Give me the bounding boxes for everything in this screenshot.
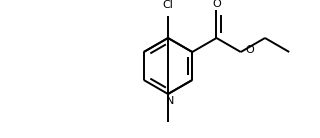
Text: O: O xyxy=(246,45,254,55)
Text: Cl: Cl xyxy=(163,0,173,10)
Text: O: O xyxy=(212,0,221,9)
Text: N: N xyxy=(166,96,174,106)
